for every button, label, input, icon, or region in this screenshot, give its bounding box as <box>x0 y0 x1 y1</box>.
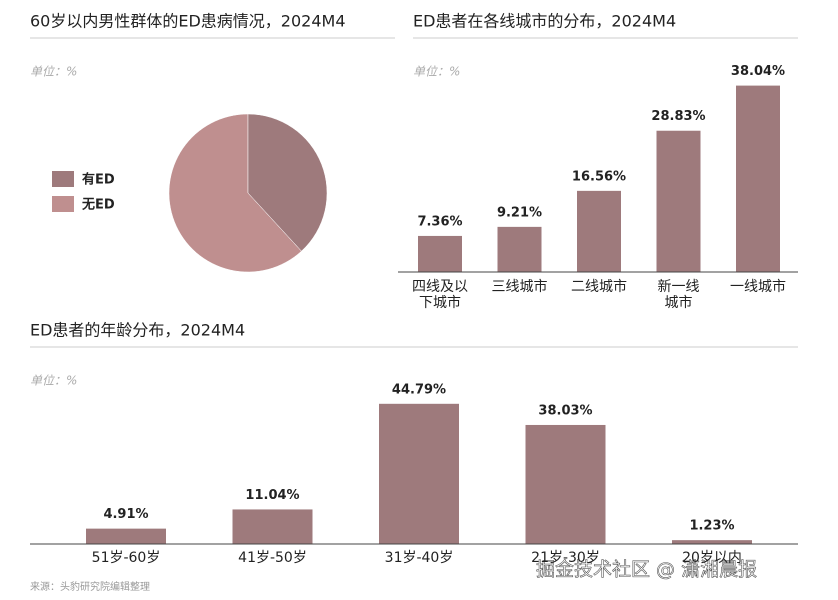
bar <box>736 85 780 272</box>
value-label: 38.03% <box>538 403 592 418</box>
bar <box>672 540 752 544</box>
value-label: 7.36% <box>417 214 462 229</box>
unit-label: 单位：% <box>30 65 77 79</box>
bar <box>497 226 542 272</box>
unit-label: 单位：% <box>30 374 77 388</box>
bar <box>577 190 621 272</box>
value-label: 44.79% <box>392 382 446 397</box>
bar <box>232 509 313 544</box>
value-label: 38.04% <box>731 64 785 79</box>
x-tick-label: 31岁-40岁 <box>384 550 454 566</box>
value-label: 11.04% <box>245 488 299 503</box>
legend-swatch <box>52 171 74 187</box>
watermark: 掘金技术社区 @ 潇湘晨报 <box>536 559 757 581</box>
x-tick-label: 一线城市 <box>730 279 786 295</box>
x-tick-label: 四线及以 下城市 <box>412 279 468 311</box>
chart-title: ED患者在各线城市的分布，2024M4 <box>413 12 676 31</box>
value-label: 9.21% <box>497 205 542 220</box>
pie-slice <box>247 113 328 252</box>
x-tick-label: 41岁-50岁 <box>238 550 307 566</box>
bar <box>525 424 606 544</box>
source: 来源：头豹研究院编辑整理 <box>30 580 150 593</box>
x-tick-label: 新一线 城市 <box>657 279 700 311</box>
pie-slice <box>168 113 302 273</box>
x-tick-label: 51岁-60岁 <box>91 550 161 566</box>
value-label: 1.23% <box>689 519 734 534</box>
bar <box>656 130 701 272</box>
x-tick-label: 20岁以内 <box>682 550 742 566</box>
x-tick-label: 三线城市 <box>491 279 548 295</box>
x-tick-label: 21岁-30岁 <box>531 550 600 566</box>
value-label: 28.83% <box>651 109 705 124</box>
value-label: 16.56% <box>572 169 626 184</box>
legend-label: 有ED <box>82 172 115 188</box>
legend-swatch <box>52 196 74 212</box>
chart-title: ED患者的年龄分布，2024M4 <box>30 321 245 340</box>
x-tick-label: 二线城市 <box>571 279 627 295</box>
legend-label: 无ED <box>81 198 115 213</box>
bar <box>86 528 166 544</box>
bar <box>379 403 459 544</box>
value-label: 4.91% <box>103 507 148 522</box>
unit-label: 单位：% <box>413 65 460 79</box>
bar <box>418 235 462 272</box>
chart-title: 60岁以内男性群体的ED患病情况，2024M4 <box>30 12 346 31</box>
